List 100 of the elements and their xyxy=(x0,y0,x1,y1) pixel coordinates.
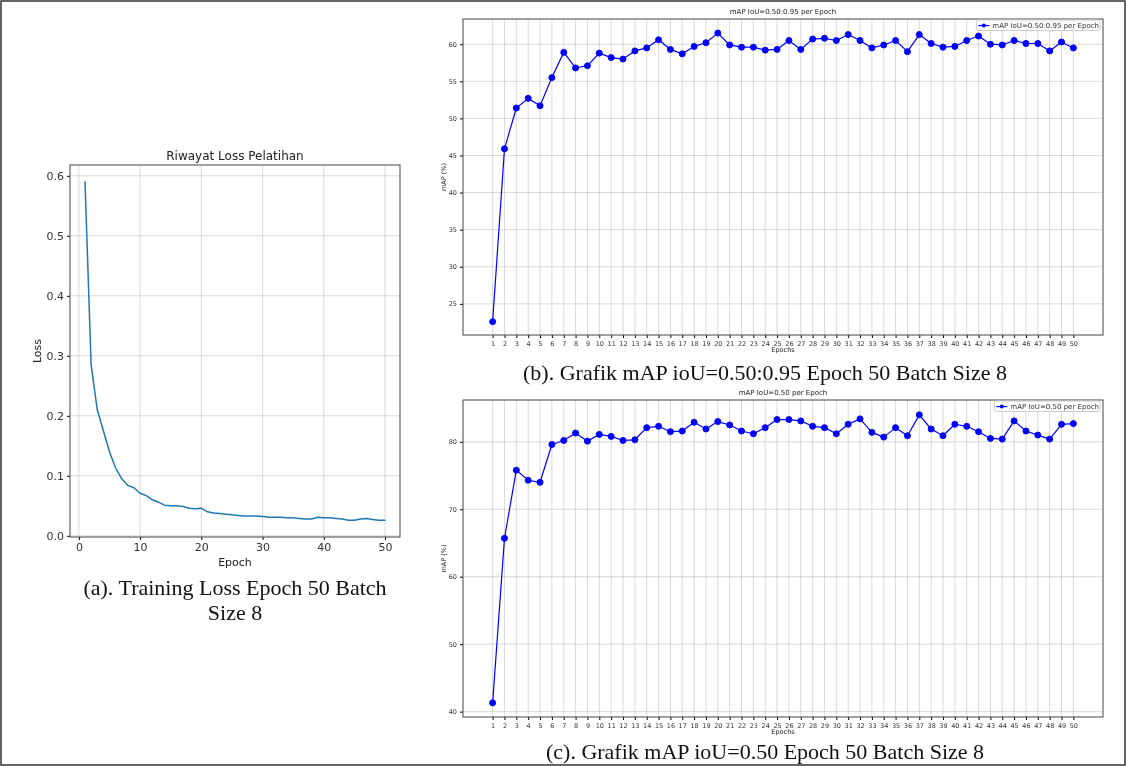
point xyxy=(489,699,497,707)
point xyxy=(797,45,805,53)
x-tick-label: 0 xyxy=(75,540,83,554)
point xyxy=(998,41,1006,49)
point xyxy=(1022,39,1030,47)
x-tick-label: 40 xyxy=(317,540,332,554)
point xyxy=(726,41,734,49)
point xyxy=(773,45,781,53)
point xyxy=(749,430,757,438)
point xyxy=(951,420,959,428)
point xyxy=(1058,38,1066,46)
point xyxy=(702,39,710,47)
point xyxy=(868,428,876,436)
y-tick-label: 0.3 xyxy=(46,349,64,363)
point xyxy=(844,420,852,428)
point xyxy=(607,432,615,440)
point xyxy=(832,37,840,45)
point xyxy=(631,47,639,55)
point xyxy=(572,64,580,72)
point xyxy=(820,34,828,42)
point xyxy=(1034,39,1042,47)
x-tick-label: 50 xyxy=(378,540,393,554)
point xyxy=(512,466,520,474)
point xyxy=(939,43,947,51)
point xyxy=(880,41,888,49)
point xyxy=(892,424,900,432)
point xyxy=(548,74,556,82)
point xyxy=(631,436,639,444)
point xyxy=(655,36,663,44)
point xyxy=(595,430,603,438)
point xyxy=(583,437,591,445)
point xyxy=(856,37,864,45)
point xyxy=(927,425,935,433)
point xyxy=(714,29,722,37)
point xyxy=(915,411,923,419)
y-tick-label: 0.2 xyxy=(46,409,64,423)
point xyxy=(524,94,532,102)
point xyxy=(832,430,840,438)
point xyxy=(643,44,651,52)
point xyxy=(536,102,544,110)
point xyxy=(951,42,959,50)
point xyxy=(903,432,911,440)
point xyxy=(666,45,674,53)
point xyxy=(903,48,911,56)
point xyxy=(714,418,722,426)
point xyxy=(1010,37,1018,45)
point xyxy=(856,415,864,423)
point xyxy=(583,62,591,70)
point xyxy=(1034,431,1042,439)
point xyxy=(702,425,710,433)
point xyxy=(690,418,698,426)
point xyxy=(880,433,888,441)
point xyxy=(560,436,568,444)
point xyxy=(844,31,852,39)
point xyxy=(678,50,686,58)
point xyxy=(820,424,828,432)
point xyxy=(536,478,544,486)
point xyxy=(1010,417,1018,425)
point xyxy=(643,424,651,432)
point xyxy=(489,318,497,326)
point xyxy=(998,435,1006,443)
point xyxy=(655,422,663,430)
point xyxy=(1069,420,1077,428)
point xyxy=(1058,420,1066,428)
point xyxy=(572,429,580,437)
y-axis-title: Loss xyxy=(31,338,45,364)
point xyxy=(1046,47,1054,55)
point xyxy=(548,441,556,449)
point xyxy=(500,534,508,542)
point xyxy=(738,43,746,51)
point xyxy=(797,417,805,425)
point xyxy=(892,37,900,45)
point xyxy=(785,37,793,45)
text: (a). Training Loss Epoch 50 Batch Size 8 xyxy=(83,575,387,626)
point xyxy=(785,416,793,424)
y-tick-label: 0.5 xyxy=(46,229,64,243)
y-tick-label: 0.1 xyxy=(46,469,64,483)
point xyxy=(619,436,627,444)
x-tick-label: 20 xyxy=(194,540,209,554)
point xyxy=(560,48,568,56)
y-tick-label: 0.0 xyxy=(46,529,64,543)
point xyxy=(1022,427,1030,435)
point xyxy=(773,416,781,424)
point xyxy=(726,421,734,429)
x-tick-label: 10 xyxy=(133,540,148,554)
point xyxy=(975,428,983,436)
x-tick-label: 30 xyxy=(256,540,271,554)
point xyxy=(963,37,971,45)
y-tick-label: 0.6 xyxy=(46,169,64,183)
point xyxy=(1069,44,1077,52)
line-series xyxy=(84,181,386,521)
point xyxy=(1046,435,1054,443)
point xyxy=(761,46,769,54)
point xyxy=(809,35,817,43)
x-axis-title: Epoch xyxy=(218,555,252,569)
point xyxy=(761,424,769,432)
point xyxy=(619,55,627,63)
point xyxy=(939,432,947,440)
point xyxy=(963,422,971,430)
text: (b). Grafik mAP ioU=0.50:0.95 Epoch 50 Batch Size 8 xyxy=(523,360,1007,385)
